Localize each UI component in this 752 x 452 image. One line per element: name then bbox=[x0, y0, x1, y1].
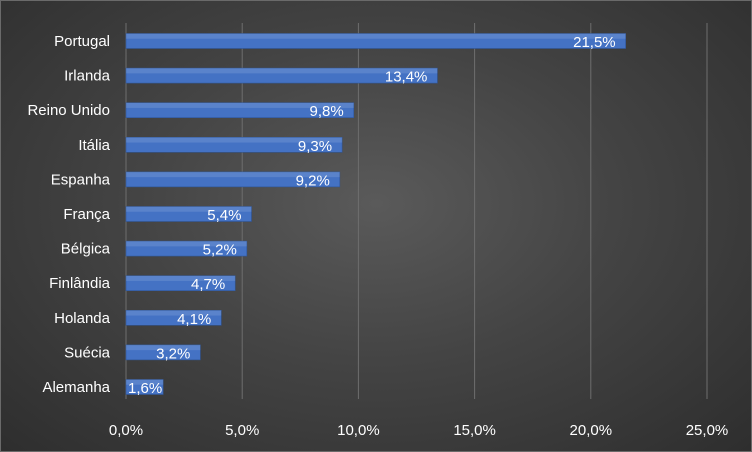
bar bbox=[125, 379, 164, 395]
category-label: Bélgica bbox=[61, 241, 111, 258]
data-label: 4,7% bbox=[191, 276, 225, 293]
data-label: 9,2% bbox=[296, 172, 330, 189]
data-label: 1,6% bbox=[128, 380, 162, 397]
bar bbox=[125, 240, 248, 257]
category-label: Irlanda bbox=[64, 68, 111, 85]
bar-highlight bbox=[126, 102, 354, 108]
bar-highlight bbox=[126, 275, 236, 281]
category-label: Itália bbox=[78, 137, 110, 154]
bars bbox=[125, 33, 626, 395]
bar-highlight bbox=[126, 379, 164, 385]
category-label: Reino Unido bbox=[27, 102, 110, 119]
bar-highlight bbox=[126, 171, 340, 178]
x-tick-label: 10,0% bbox=[337, 422, 380, 439]
data-label: 9,3% bbox=[298, 138, 332, 155]
data-label: 5,2% bbox=[203, 242, 237, 259]
bar-highlight bbox=[126, 68, 438, 74]
bar-highlight bbox=[126, 241, 247, 247]
bar-highlight bbox=[126, 137, 343, 143]
bar-highlight bbox=[126, 206, 252, 212]
category-label: Portugal bbox=[54, 33, 110, 50]
bar bbox=[125, 33, 626, 49]
category-label: Espanha bbox=[51, 171, 111, 188]
x-tick-label: 20,0% bbox=[570, 422, 613, 439]
category-label: Finlândia bbox=[49, 275, 111, 292]
bar-highlight bbox=[126, 33, 626, 39]
bar bbox=[125, 344, 201, 361]
category-label: Alemanha bbox=[42, 379, 110, 396]
category-label: Holanda bbox=[54, 310, 111, 327]
x-tick-label: 25,0% bbox=[686, 422, 729, 439]
gridlines bbox=[125, 23, 708, 399]
data-label: 21,5% bbox=[573, 34, 616, 51]
data-label: 5,4% bbox=[207, 207, 241, 224]
bar bbox=[125, 137, 343, 153]
x-tick-label: 0,0% bbox=[109, 422, 143, 439]
category-label: França bbox=[63, 206, 110, 223]
bar bbox=[125, 275, 236, 292]
x-tick-label: 5,0% bbox=[225, 422, 259, 439]
data-label: 9,8% bbox=[310, 103, 344, 120]
data-label: 3,2% bbox=[156, 345, 190, 362]
bar bbox=[125, 67, 438, 84]
labels: 0,0% 5,0% 10,0% 15,0% 20,0% 25,0% Portugal 21,5… bbox=[27, 33, 728, 439]
bar-highlight bbox=[126, 310, 222, 316]
category-label: Suécia bbox=[64, 344, 111, 361]
bar bbox=[125, 102, 355, 118]
bar bbox=[125, 171, 341, 188]
bar-highlight bbox=[126, 344, 201, 351]
data-label: 13,4% bbox=[385, 69, 428, 86]
bar bbox=[125, 309, 222, 326]
bar bbox=[125, 206, 252, 222]
x-tick-label: 15,0% bbox=[453, 422, 496, 439]
data-label: 4,1% bbox=[177, 311, 211, 328]
